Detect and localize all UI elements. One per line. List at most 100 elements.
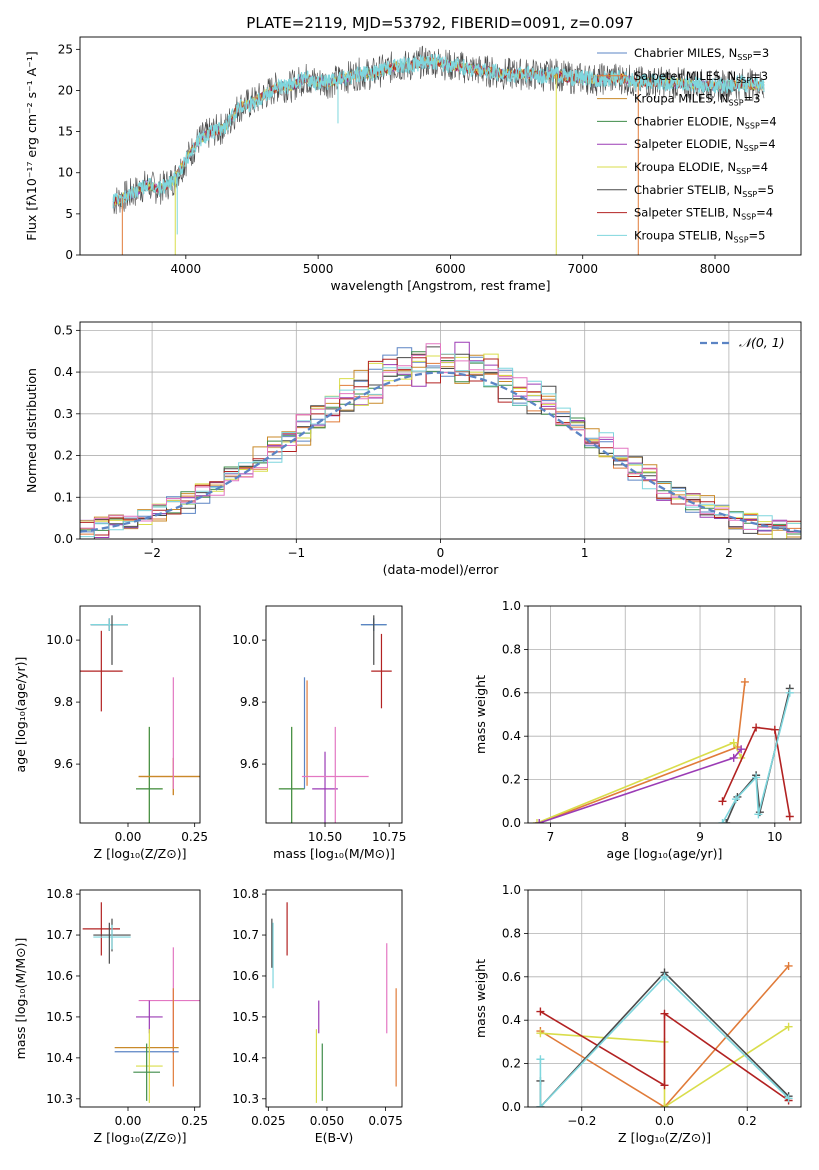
y-tick-label: 20 (58, 83, 73, 97)
plot-area (82, 902, 200, 1103)
weight-marker (731, 795, 740, 804)
y-tick-label: 10.6 (232, 969, 259, 983)
y-axis-label: age [log₁₀(age/yr)] (13, 657, 28, 773)
legend-entry: Chabrier ELODIE, NSSP=4 (634, 114, 777, 130)
x-tick-label: 10.50 (308, 830, 342, 844)
spectrum-legend: Chabrier MILES, NSSP=3 Salpeter MILES, NS… (597, 46, 777, 244)
weight-marker (784, 961, 793, 970)
y-tick-label: 5 (65, 207, 73, 221)
weight-marker (536, 1055, 545, 1064)
y-tick-label: 10.3 (232, 1092, 259, 1106)
y-tick-label: 10.0 (46, 633, 73, 647)
plot-area (80, 341, 801, 539)
weight-line (539, 975, 790, 1107)
weight-marker (536, 1029, 545, 1038)
legend-subscript: SSP (744, 144, 759, 153)
y-tick-label: 0.4 (54, 365, 73, 379)
weight-marker (785, 812, 794, 821)
y-tick-label: 0.6 (502, 970, 521, 984)
weight-marker (770, 725, 779, 734)
mass-weight-vs-age-panel: 7 8 9 10 0.0 0.2 0.4 0.6 0.8 1.0 age [log₁₀(age/yr… (473, 599, 802, 861)
normal-curve (80, 371, 801, 533)
y-tick-label: 0.2 (54, 449, 73, 463)
weight-line (536, 741, 742, 823)
legend-suffix: =4 (751, 160, 768, 174)
y-tick-label: 10.6 (46, 969, 73, 983)
x-tick-label: 0.2 (738, 1114, 757, 1128)
legend-entry: Chabrier MILES, NSSP=3 (634, 46, 769, 62)
x-tick-label: 6000 (435, 262, 466, 276)
axes-frame (79, 36, 802, 256)
y-tick-label: 0.8 (502, 926, 521, 940)
x-axis-label: Z [log₁₀(Z/Z⊙)] (94, 846, 187, 861)
x-tick-label: −2 (143, 546, 161, 560)
y-tick-label: 10.4 (46, 1051, 73, 1065)
legend-suffix: =3 (744, 92, 761, 106)
spectrum-line-kroupa-stelib (112, 53, 765, 209)
plot-area (271, 902, 397, 1103)
spectrum-panel: 4000 5000 6000 7000 8000 0 5 10 15 20 25 wavelength… (24, 36, 802, 293)
weight-marker (532, 819, 541, 823)
weight-marker (718, 797, 727, 806)
weight-marker (722, 819, 731, 823)
weight-line (539, 965, 790, 1107)
y-tick-label: 9.6 (240, 757, 259, 771)
legend-suffix: =3 (752, 46, 769, 60)
weight-marker (729, 738, 738, 747)
x-tick-label: 0.0 (655, 1114, 674, 1128)
weight-marker (660, 1009, 669, 1018)
x-tick-label: 0.25 (181, 1114, 208, 1128)
plot-area (112, 45, 765, 255)
figure-title: PLATE=2119, MJD=53792, FIBERID=0091, z=0… (246, 14, 633, 32)
weight-marker (737, 745, 746, 754)
weight-marker (784, 1094, 793, 1103)
axes-frame (79, 605, 201, 824)
legend-entry: Kroupa STELIB, NSSP=5 (634, 228, 765, 244)
y-tick-label: 15 (58, 125, 73, 139)
x-tick-label: 4000 (171, 262, 202, 276)
x-tick-label: 8 (621, 830, 629, 844)
axes-frame (79, 321, 802, 540)
legend-entry: Kroupa ELODIE, NSSP=4 (634, 160, 768, 176)
axes-frame (527, 889, 802, 1108)
y-tick-label: 10.8 (232, 887, 259, 901)
x-tick-label: −0.2 (567, 1114, 596, 1128)
weight-line (539, 1010, 790, 1102)
x-tick-label: 10.75 (372, 830, 406, 844)
legend-suffix: =4 (759, 137, 776, 151)
weight-marker (752, 723, 761, 732)
x-tick-label: 0.025 (251, 1114, 285, 1128)
y-axis-label: Normed distribution (24, 368, 39, 493)
weight-line (721, 726, 791, 817)
y-tick-label: 0.3 (54, 407, 73, 421)
weight-marker (660, 1081, 669, 1090)
mass-vs-ebv-panel: 0.025 0.050 0.075 10.3 10.4 10.5 10.6 10.7 10.8 E… (232, 887, 402, 1145)
normal-legend-label: 𝒩(0, 1) (739, 335, 785, 350)
y-tick-label: 10.0 (232, 633, 259, 647)
legend-entry: Kroupa MILES, NSSP=3 (634, 92, 760, 108)
weight-marker (536, 1103, 545, 1107)
legend-entry: Salpeter STELIB, NSSP=4 (634, 206, 773, 222)
y-tick-label: 0.0 (54, 532, 73, 546)
y-axis-label: mass weight (473, 959, 488, 1038)
plot-area (80, 615, 200, 823)
y-tick-label: 0.1 (54, 490, 73, 504)
x-tick-label: 1 (581, 546, 589, 560)
y-axis-label: mass weight (473, 675, 488, 754)
legend-suffix: =5 (757, 183, 774, 197)
legend-entry: Chabrier STELIB, NSSP=5 (634, 183, 774, 199)
x-tick-label: 0 (437, 546, 445, 560)
y-tick-label: 0.2 (502, 1057, 521, 1071)
x-tick-label: 10 (767, 830, 782, 844)
y-tick-label: 0.0 (502, 816, 521, 830)
axes-frame (527, 605, 802, 824)
weight-marker (718, 819, 727, 823)
legend-subscript: SSP (736, 167, 751, 176)
weight-marker (660, 972, 669, 981)
legend-subscript: SSP (736, 76, 751, 85)
y-tick-label: 10.8 (46, 887, 73, 901)
x-tick-label: 0.25 (181, 830, 208, 844)
mass-weight-vs-metallicity-panel: −0.2 0.0 0.2 0.0 0.2 0.4 0.6 0.8 1.0 Z [log₁₀(Z/Z… (473, 883, 802, 1145)
age-vs-mass-panel: 10.50 10.75 9.6 9.8 10.0 mass [log₁₀(M/M⊙)] (232, 605, 406, 861)
plot-area (278, 615, 392, 823)
